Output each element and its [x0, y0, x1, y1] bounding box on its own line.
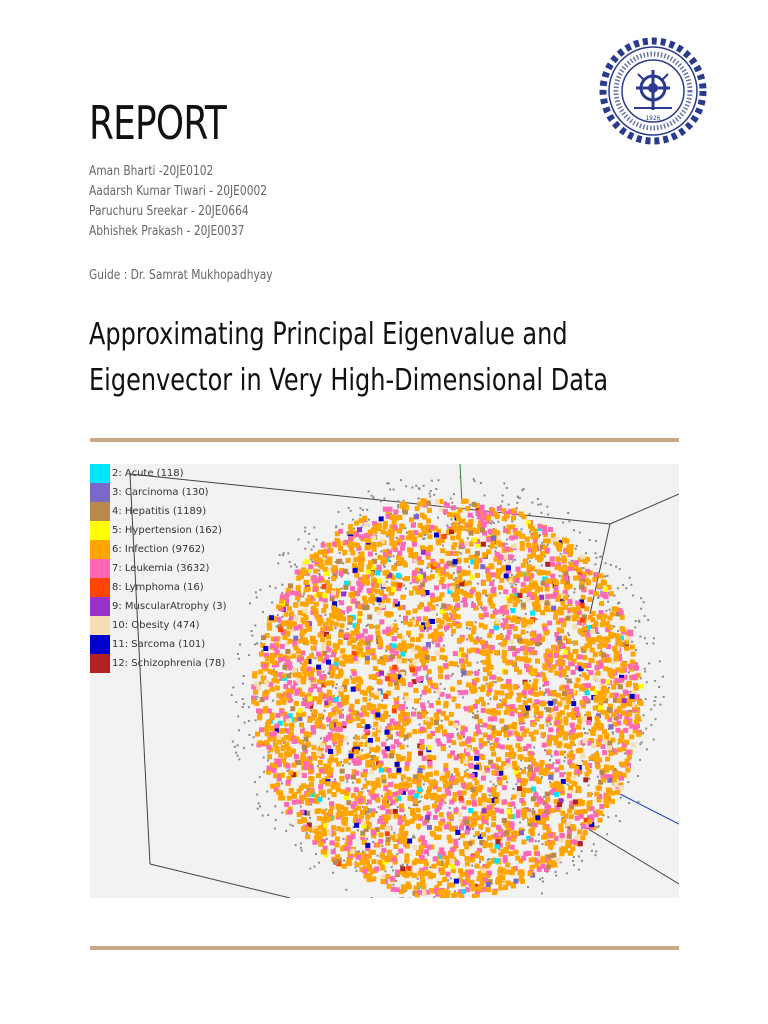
legend-item: 9: MuscularAtrophy (3) [90, 597, 226, 616]
logo-year: 1926 [645, 115, 660, 122]
bottom-divider [90, 946, 679, 950]
plot-axis-line [149, 863, 291, 898]
plot-axis-line [609, 493, 679, 525]
project-title: Approximating Principal Eigenvalue and E… [89, 312, 608, 404]
legend-swatch [90, 616, 110, 635]
institute-logo: 1926 [598, 36, 708, 146]
legend-label: 12: Schizophrenia (78) [112, 658, 226, 669]
legend-item: 12: Schizophrenia (78) [90, 654, 226, 673]
legend-item: 3: Carcinoma (130) [90, 483, 226, 502]
author-item: Aadarsh Kumar Tiwari - 20JE0002 [89, 184, 268, 199]
project-title-line-2: Eigenvector in Very High-Dimensional Dat… [89, 363, 609, 398]
legend-swatch [90, 559, 110, 578]
legend-label: 5: Hypertension (162) [112, 525, 222, 536]
project-title-line-1: Approximating Principal Eigenvalue and [89, 317, 568, 352]
report-title: REPORT [89, 96, 227, 150]
iit-dhanbad-seal-icon: 1926 [599, 37, 707, 145]
scatter-cloud [129, 464, 679, 898]
legend-item: 8: Lymphoma (16) [90, 578, 226, 597]
legend-label: 10: Obesity (474) [112, 620, 200, 631]
legend-label: 4: Hepatitis (1189) [112, 506, 207, 517]
author-item: Abhishek Prakash - 20JE0037 [89, 224, 245, 239]
legend-item: 10: Obesity (474) [90, 616, 226, 635]
legend-swatch [90, 502, 110, 521]
legend-swatch [90, 635, 110, 654]
legend-swatch [90, 597, 110, 616]
legend-swatch [90, 521, 110, 540]
legend-swatch [90, 540, 110, 559]
top-divider [90, 438, 679, 442]
plot-axis-line [129, 473, 611, 525]
legend-item: 4: Hepatitis (1189) [90, 502, 226, 521]
figure-legend: 2: Acute (118) 3: Carcinoma (130) 4: Hepat… [90, 464, 226, 673]
plot-axis-line [129, 473, 151, 865]
legend-item: 2: Acute (118) [90, 464, 226, 483]
plot-axis-line [589, 523, 611, 615]
plot-axis-line [459, 464, 463, 505]
author-item: Aman Bharti -20JE0102 [89, 164, 214, 179]
legend-label: 2: Acute (118) [112, 468, 184, 479]
plot-axis-line [579, 823, 679, 885]
legend-swatch [90, 578, 110, 597]
legend-item: 11: Sarcoma (101) [90, 635, 226, 654]
plot-axis-line [619, 793, 679, 825]
legend-label: 11: Sarcoma (101) [112, 639, 206, 650]
legend-item: 6: Infection (9762) [90, 540, 226, 559]
legend-label: 3: Carcinoma (130) [112, 487, 209, 498]
author-item: Paruchuru Sreekar - 20JE0664 [89, 204, 249, 219]
legend-item: 7: Leukemia (3632) [90, 559, 226, 578]
legend-swatch [90, 483, 110, 502]
point-cloud [230, 475, 665, 898]
legend-swatch [90, 464, 110, 483]
legend-item: 5: Hypertension (162) [90, 521, 226, 540]
legend-swatch [90, 654, 110, 673]
guide-line: Guide : Dr. Samrat Mukhopadhyay [89, 268, 273, 283]
legend-label: 9: MuscularAtrophy (3) [112, 601, 227, 612]
cluster-visualization-figure: 2: Acute (118) 3: Carcinoma (130) 4: Hepat… [90, 464, 679, 898]
legend-label: 6: Infection (9762) [112, 544, 205, 555]
author-list: Aman Bharti -20JE0102 Aadarsh Kumar Tiwa… [89, 162, 306, 242]
legend-label: 8: Lymphoma (16) [112, 582, 204, 593]
legend-label: 7: Leukemia (3632) [112, 563, 210, 574]
